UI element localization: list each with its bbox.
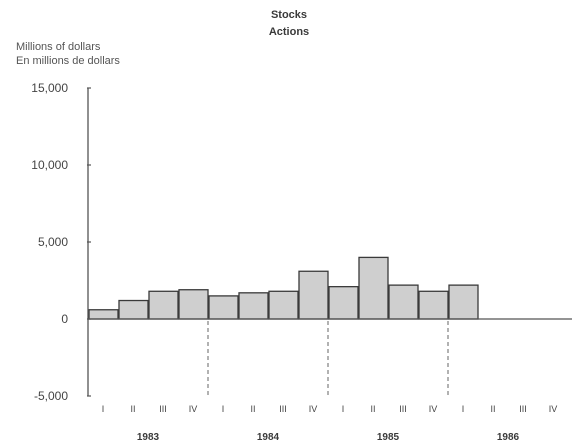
- bar: [178, 289, 209, 320]
- y-axis-label: Millions of dollars: [16, 41, 101, 53]
- quarter-label: I: [462, 404, 465, 414]
- quarter-label: III: [159, 404, 167, 414]
- y-tick-label: -5,000: [34, 389, 68, 403]
- bar: [448, 284, 479, 320]
- bar: [268, 290, 299, 320]
- chart-subtitle: Actions: [269, 26, 309, 38]
- quarter-label: IV: [429, 404, 438, 414]
- bar: [208, 295, 239, 320]
- bar: [118, 299, 149, 320]
- chart-title: Stocks: [271, 9, 307, 21]
- quarter-label: II: [370, 404, 375, 414]
- year-label: 1984: [257, 432, 280, 443]
- y-axis-label-fr: En millions de dollars: [16, 55, 120, 67]
- quarter-label: II: [250, 404, 255, 414]
- year-label: 1986: [497, 432, 520, 443]
- y-tick-label: 5,000: [38, 235, 68, 249]
- bar: [358, 256, 389, 320]
- quarter-label: III: [399, 404, 407, 414]
- quarter-label: I: [102, 404, 105, 414]
- quarter-label: I: [342, 404, 345, 414]
- y-tick-label: 15,000: [31, 81, 68, 95]
- bar: [328, 286, 359, 320]
- quarter-label: IV: [189, 404, 198, 414]
- bar: [388, 284, 419, 320]
- bar: [88, 309, 119, 320]
- y-axis-ticks: 15,000 10,000 5,000 0 -5,000: [31, 81, 91, 403]
- year-label: 1983: [137, 432, 160, 443]
- quarter-label: IV: [309, 404, 318, 414]
- quarter-label: III: [279, 404, 287, 414]
- y-tick-label: 10,000: [31, 158, 68, 172]
- bar: [148, 290, 179, 320]
- axes: [87, 88, 572, 396]
- quarter-label: II: [490, 404, 495, 414]
- bar: [418, 290, 449, 320]
- bars: [88, 256, 479, 320]
- bar: [238, 292, 269, 320]
- year-label: 1985: [377, 432, 400, 443]
- y-tick-label: 0: [61, 312, 68, 326]
- quarter-label: II: [130, 404, 135, 414]
- quarter-label: III: [519, 404, 527, 414]
- quarter-label: IV: [549, 404, 558, 414]
- bar: [298, 270, 329, 320]
- quarter-label: I: [222, 404, 225, 414]
